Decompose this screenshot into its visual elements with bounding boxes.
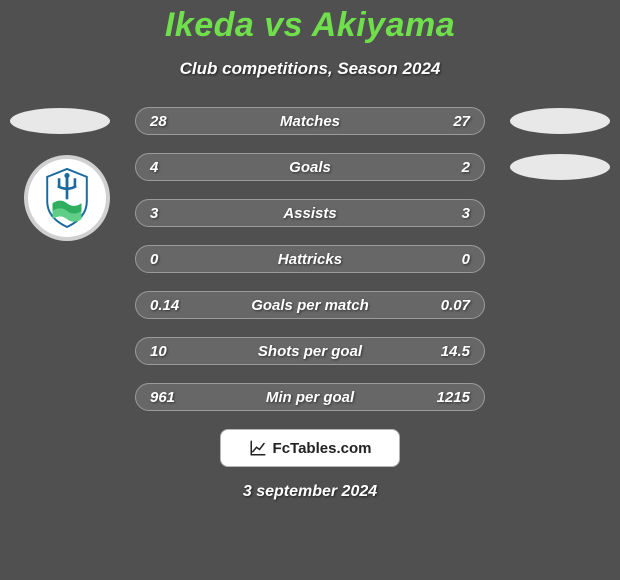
stat-row: 4Goals2 [135, 153, 485, 181]
brand-text: FcTables.com [273, 440, 372, 457]
stat-label: Hattricks [190, 251, 430, 268]
stat-left-value: 4 [150, 159, 190, 176]
stat-row: 0.14Goals per match0.07 [135, 291, 485, 319]
stat-row: 28Matches27 [135, 107, 485, 135]
page-subtitle: Club competitions, Season 2024 [0, 59, 620, 79]
stat-row: 0Hattricks0 [135, 245, 485, 273]
stat-left-value: 961 [150, 389, 190, 406]
right-club-badge [510, 154, 610, 180]
club-emblem-icon [34, 165, 100, 231]
stat-label: Matches [190, 113, 430, 130]
stat-label: Goals per match [190, 297, 430, 314]
chart-icon [249, 439, 267, 457]
stat-right-value: 3 [430, 205, 470, 222]
stat-label: Min per goal [190, 389, 430, 406]
stat-left-value: 0 [150, 251, 190, 268]
brand-footer: FcTables.com [220, 429, 400, 467]
stat-right-value: 0 [430, 251, 470, 268]
stat-right-value: 0.07 [430, 297, 470, 314]
date-text: 3 september 2024 [0, 483, 620, 501]
stat-rows: 28Matches27 4Goals2 3Assists3 0Hattricks0 0.… [0, 107, 620, 411]
stat-label: Assists [190, 205, 430, 222]
rows-container: 28Matches27 4Goals2 3Assists3 0Hattricks0 0.… [0, 107, 620, 411]
stat-right-value: 1215 [430, 389, 470, 406]
stat-row: 3Assists3 [135, 199, 485, 227]
stat-label: Goals [190, 159, 430, 176]
comparison-infographic: Ikeda vs Akiyama Club competitions, Seas… [0, 0, 620, 580]
stat-left-value: 0.14 [150, 297, 190, 314]
stat-left-value: 3 [150, 205, 190, 222]
page-title: Ikeda vs Akiyama [0, 6, 620, 45]
right-player-badge [510, 108, 610, 134]
stat-left-value: 10 [150, 343, 190, 360]
stat-right-value: 2 [430, 159, 470, 176]
stat-right-value: 14.5 [430, 343, 470, 360]
stat-right-value: 27 [430, 113, 470, 130]
stat-label: Shots per goal [190, 343, 430, 360]
left-player-badge [10, 108, 110, 134]
stat-row: 961Min per goal1215 [135, 383, 485, 411]
stat-row: 10Shots per goal14.5 [135, 337, 485, 365]
left-club-badge [24, 155, 110, 241]
stat-left-value: 28 [150, 113, 190, 130]
